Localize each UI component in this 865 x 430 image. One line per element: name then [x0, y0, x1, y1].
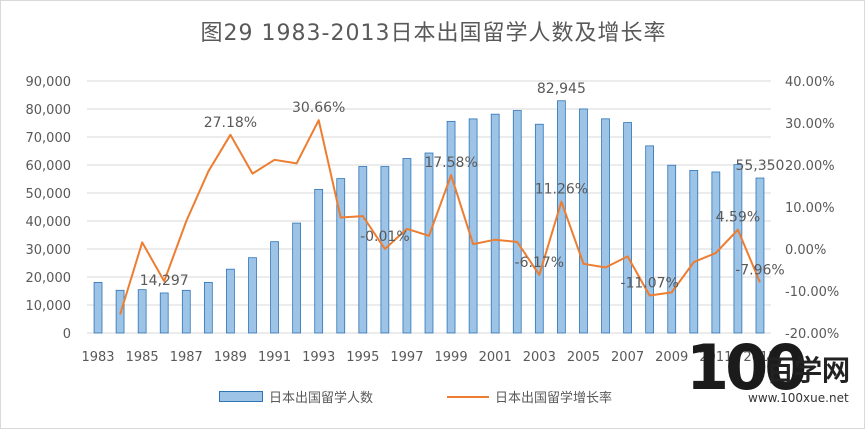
y-left-tick-label: 90,000: [26, 75, 72, 90]
x-tick-label: 1983: [81, 350, 114, 365]
data-label: 55,350: [735, 158, 784, 174]
y-left-tick-label: 50,000: [26, 187, 72, 202]
y-right-tick-label: 10.00%: [785, 201, 835, 216]
bar: [159, 292, 169, 334]
bar: [314, 188, 324, 334]
y-right-tick-label: 40.00%: [785, 75, 835, 90]
x-tick-label: 2005: [567, 350, 600, 365]
watermark-logo: 100 百学网 www.100xue.net: [686, 331, 856, 421]
x-tick-label: 2013: [743, 350, 776, 365]
legend-line-label: 日本出国留学增长率: [495, 391, 613, 406]
bar: [689, 170, 699, 334]
x-tick-label: 2001: [479, 350, 512, 365]
data-label: -11.07%: [620, 275, 678, 291]
x-tick-label: 2009: [655, 350, 688, 365]
bar: [424, 152, 434, 334]
bar: [446, 120, 456, 334]
bar: [226, 268, 235, 334]
chart-title: 图29 1983-2013日本出国留学人数及增长率: [200, 21, 667, 46]
y-right-tick-label: -20.00%: [785, 327, 839, 342]
bar: [645, 145, 655, 334]
y-left-tick-label: 80,000: [26, 103, 72, 118]
y-right-tick-label: 30.00%: [785, 117, 835, 132]
x-tick-label: 1997: [390, 350, 423, 365]
bar: [270, 241, 279, 334]
bar: [203, 282, 213, 334]
y-left-tick-label: 60,000: [26, 159, 72, 174]
growth-line: [119, 119, 761, 315]
watermark-url: www.100xue.net: [748, 391, 849, 405]
bar: [579, 108, 588, 334]
x-tick-label: 1995: [346, 350, 379, 365]
bar: [137, 289, 147, 334]
x-tick-label: 1989: [214, 350, 247, 365]
x-tick-label: 1987: [170, 350, 203, 365]
data-label: -6.17%: [515, 255, 565, 271]
y-left-tick-label: 70,000: [26, 131, 72, 146]
bar: [667, 164, 677, 334]
x-tick-label: 1985: [126, 350, 159, 365]
y-right-tick-label: -10.00%: [785, 285, 839, 300]
data-label: 82,945: [537, 81, 586, 97]
bar: [181, 289, 191, 334]
bar: [601, 118, 610, 334]
bar: [292, 222, 301, 334]
bar: [336, 178, 346, 334]
data-label: 30.66%: [292, 100, 345, 116]
bar: [755, 177, 765, 334]
bar: [733, 164, 743, 334]
y-left-tick-label: 20,000: [26, 271, 72, 286]
data-label: 17.58%: [424, 155, 477, 171]
data-label: -7.96%: [735, 262, 785, 278]
y-left-tick-label: 10,000: [26, 299, 72, 314]
data-label: 27.18%: [204, 115, 257, 131]
bar: [490, 113, 500, 334]
legend-line-swatch: [447, 395, 489, 398]
x-tick-label: 1999: [435, 350, 468, 365]
data-label: -0.01%: [360, 229, 410, 245]
legend-bar-label: 日本出国留学人数: [269, 391, 374, 406]
legend-item-bars: 日本出国留学人数: [219, 387, 373, 406]
y-right-tick-label: 20.00%: [785, 159, 835, 174]
bar: [534, 123, 544, 334]
x-tick-label: 2003: [523, 350, 556, 365]
legend-bar-swatch: [219, 391, 263, 402]
bar: [402, 158, 412, 334]
watermark-logo-digits: 100: [686, 331, 807, 404]
legend-item-line: 日本出国留学增长率: [447, 387, 612, 406]
y-left-tick-label: 0: [63, 327, 71, 342]
bar: [468, 118, 478, 334]
y-left-tick-label: 40,000: [26, 215, 72, 230]
data-label: 4.59%: [716, 210, 760, 226]
y-right-tick-label: 0.00%: [785, 243, 826, 258]
data-label: 14,297: [140, 273, 189, 289]
bar: [93, 282, 103, 334]
x-tick-label: 1991: [258, 350, 291, 365]
bar: [248, 257, 257, 334]
x-tick-label: 2007: [611, 350, 644, 365]
x-tick-label: 2011: [699, 350, 732, 365]
data-label: 11.26%: [535, 182, 588, 198]
x-tick-label: 1993: [302, 350, 335, 365]
watermark-logo-text: 百学网: [766, 354, 851, 387]
bar: [623, 122, 632, 334]
bar: [557, 100, 566, 334]
bar: [358, 166, 368, 334]
bar: [512, 110, 522, 334]
y-left-tick-label: 30,000: [26, 243, 72, 258]
